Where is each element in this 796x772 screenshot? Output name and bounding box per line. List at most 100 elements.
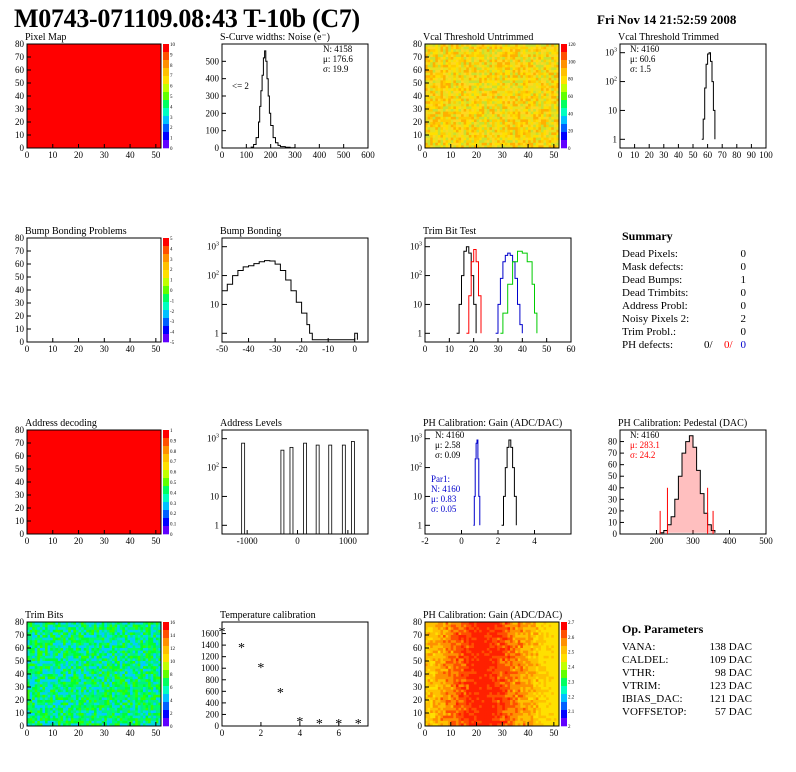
heatmap-cell	[499, 109, 503, 112]
heatmap-cell	[432, 51, 436, 55]
heatmap-cell	[437, 676, 441, 680]
heatmap-cell	[88, 668, 92, 672]
heatmap-cell	[70, 653, 74, 657]
heatmap-cell	[57, 723, 61, 727]
heatmap-cell	[83, 658, 87, 662]
heatmap-cell	[81, 661, 85, 664]
heatmap-cell	[492, 116, 495, 120]
heatmap-cell	[37, 679, 41, 683]
heatmap-cell	[32, 627, 36, 631]
heatmap-cell	[42, 679, 46, 683]
heatmap-cell	[86, 622, 90, 625]
heatmap-cell	[543, 137, 547, 141]
heatmap-cell	[507, 64, 511, 68]
heatmap-cell	[502, 75, 506, 79]
heatmap-cell	[435, 85, 439, 89]
heatmap-cell	[507, 72, 511, 76]
heatmap-cell	[463, 46, 467, 50]
heatmap-cell	[101, 705, 105, 709]
heatmap-cell	[158, 689, 162, 693]
heatmap-cell	[507, 98, 511, 102]
heatmap-cell	[37, 684, 41, 688]
heatmap-cell	[440, 635, 444, 638]
heatmap-cell	[425, 661, 428, 664]
heatmap-cell	[70, 674, 74, 677]
heatmap-cell	[530, 62, 534, 66]
heatmap-cell	[525, 129, 529, 133]
heatmap-cell	[73, 718, 77, 722]
heatmap-cell	[437, 707, 441, 711]
heatmap-cell	[556, 62, 560, 66]
heatmap-cell	[463, 137, 467, 141]
heatmap-cell	[546, 124, 550, 128]
palette-swatch	[163, 646, 169, 655]
heatmap-cell	[140, 624, 144, 628]
heatmap-cell	[515, 96, 519, 99]
heatmap-cell	[70, 713, 74, 716]
heatmap-cell	[148, 635, 152, 638]
heatmap-cell	[466, 59, 470, 63]
heatmap-cell	[507, 77, 511, 81]
heatmap-cell	[492, 46, 495, 50]
heatmap-cell	[29, 642, 33, 646]
heatmap-cell	[515, 57, 519, 60]
heatmap-cell	[468, 101, 472, 105]
heatmap-cell	[473, 51, 477, 55]
heatmap-cell	[83, 653, 87, 657]
heatmap-cell	[481, 72, 485, 76]
heatmap-cell	[530, 122, 534, 125]
heatmap-cell	[104, 668, 108, 672]
heatmap-cell	[553, 142, 557, 146]
heatmap-cell	[522, 93, 526, 97]
heatmap-cell	[440, 124, 444, 128]
palette-swatch	[163, 116, 169, 125]
heatmap-cell	[109, 661, 113, 664]
heatmap-cell	[533, 140, 537, 144]
heatmap-cell	[34, 655, 38, 659]
heatmap-cell	[455, 67, 459, 71]
y-tick-label: 103	[410, 242, 422, 252]
heatmap-cell	[535, 140, 539, 144]
heatmap-cell	[435, 46, 439, 50]
heatmap-cell	[81, 689, 85, 693]
x-tick-label: 20	[469, 344, 479, 354]
heatmap-cell	[119, 622, 123, 625]
heatmap-cell	[458, 142, 462, 146]
heatmap-cell	[50, 663, 54, 667]
heatmap-cell	[432, 640, 436, 644]
heatmap-cell	[106, 624, 110, 628]
heatmap-cell	[52, 622, 56, 625]
heatmap-cell	[556, 127, 560, 131]
heatmap-cell	[427, 77, 431, 81]
heatmap-cell	[137, 663, 141, 667]
heatmap-cell	[551, 129, 555, 133]
heatmap-cell	[52, 684, 56, 688]
heatmap-cell	[63, 663, 67, 667]
palette-swatch	[163, 718, 169, 727]
heatmap-cell	[106, 666, 110, 670]
heatmap-cell	[497, 135, 501, 138]
heatmap-cell	[432, 713, 436, 716]
heatmap-cell	[145, 632, 149, 636]
heatmap-cell	[489, 109, 493, 112]
heatmap-cell	[445, 75, 449, 79]
heatmap-cell	[471, 80, 475, 84]
heatmap-cell	[75, 632, 79, 636]
heatmap-cell	[468, 44, 472, 47]
heatmap-cell	[553, 106, 557, 110]
heatmap-cell	[538, 83, 542, 86]
heatmap-cell	[27, 671, 30, 675]
palette-swatch	[163, 100, 169, 109]
heatmap-cell	[546, 70, 550, 73]
chart-title: PH Calibration: Gain (ADC/DAC)	[423, 418, 562, 429]
heatmap-cell	[132, 627, 136, 631]
heatmap-cell	[443, 85, 447, 89]
heatmap-cell	[520, 114, 524, 118]
heatmap-cell	[553, 101, 557, 105]
heatmap-cell	[47, 679, 51, 683]
heatmap-cell	[471, 77, 475, 81]
heatmap-cell	[437, 109, 441, 112]
heatmap-cell	[91, 661, 95, 664]
heatmap-cell	[47, 702, 51, 706]
